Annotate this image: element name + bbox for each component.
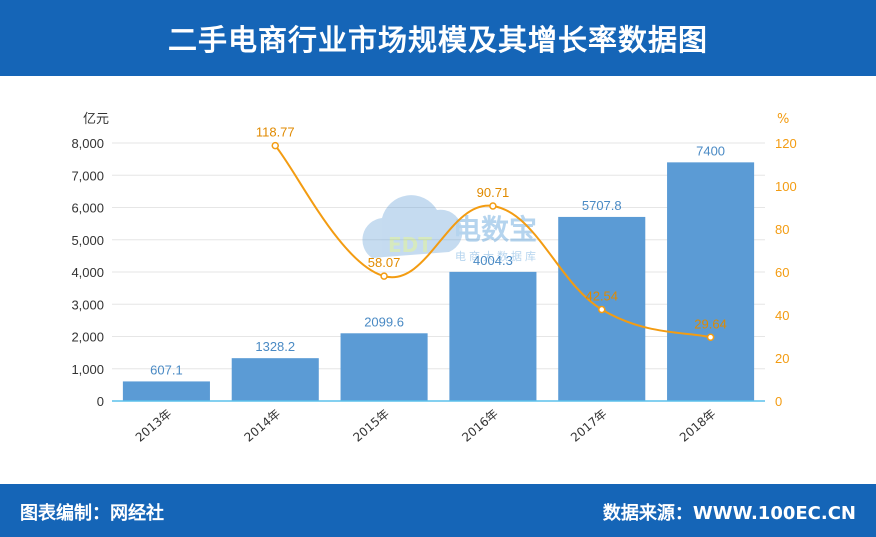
y-left-tick-label: 2,000: [71, 330, 104, 345]
line-value-label: 118.77: [256, 125, 295, 140]
y-left-tick-label: 3,000: [71, 297, 104, 312]
y-left-tick-label: 0: [97, 394, 104, 409]
y-right-tick-label: 120: [775, 136, 797, 151]
x-tick-label: 2017年: [568, 407, 610, 445]
cloud-icon: [362, 195, 463, 258]
watermark-logo-text: EDT: [388, 233, 432, 257]
line-value-label: 42.54: [585, 289, 618, 304]
watermark-sub: 电商大数据库: [455, 249, 539, 263]
chart-area: 0 1,000 2,000 3,000 4,000 5,000 6,000 7,000 8,00…: [0, 76, 876, 484]
x-tick-label: 2013年: [133, 407, 175, 445]
bar: [122, 381, 210, 401]
y-right-tick-label: 0: [775, 394, 782, 409]
footer-bar: 图表编制：网经社 数据来源：WWW.100EC.CN: [0, 484, 876, 537]
data-source: 数据来源：WWW.100EC.CN: [602, 503, 856, 524]
bar: [340, 333, 428, 401]
line-point: [598, 305, 606, 314]
x-tick-label: 2018年: [677, 407, 719, 445]
bar-value-label: 5707.8: [582, 198, 622, 213]
bar: [231, 358, 319, 401]
x-tick-label: 2014年: [242, 407, 284, 445]
y-right-tick-label: 60: [775, 265, 789, 280]
y-right-tick-label: 100: [775, 179, 797, 194]
y-left-tick-label: 4,000: [71, 265, 104, 280]
watermark-brand: 电数宝: [453, 213, 537, 246]
y-right-tick-label: 80: [775, 222, 789, 237]
y-right-tick-label: 40: [775, 308, 789, 323]
y-left-tick-label: 6,000: [71, 201, 104, 216]
bar-value-label: 607.1: [150, 362, 183, 377]
y-left-tick-label: 1,000: [71, 362, 104, 377]
y-left-tick-label: 7,000: [71, 168, 104, 183]
line-value-label: 29.64: [694, 316, 727, 331]
line-point: [380, 272, 388, 280]
combo-chart: 0 1,000 2,000 3,000 4,000 5,000 6,000 7,000 8,00…: [71, 112, 797, 445]
title-bar: 二手电商行业市场规模及其增长率数据图: [0, 0, 876, 76]
y-left-tick-label: 5,000: [71, 233, 104, 248]
y-right-tick-label: 20: [775, 351, 789, 366]
line-value-label: 58.07: [368, 255, 401, 270]
y-left-tick-label: 8,000: [71, 136, 104, 151]
line-value-label: 90.71: [477, 185, 510, 200]
x-tick-label: 2015年: [350, 407, 392, 445]
chart-title: 二手电商行业市场规模及其增长率数据图: [167, 23, 708, 57]
bar-value-label: 7400: [696, 143, 725, 158]
growth-rate-line: [274, 145, 711, 339]
bar-value-label: 2099.6: [364, 314, 404, 329]
y-left-unit: 亿元: [83, 112, 109, 127]
compiler-credit: 图表编制：网经社: [20, 503, 164, 524]
line-point: [489, 202, 497, 210]
bar: [667, 162, 755, 401]
bar: [449, 271, 537, 401]
x-tick-label: 2016年: [459, 407, 501, 445]
line-point: [271, 141, 279, 150]
bar-value-label: 1328.2: [255, 339, 295, 354]
bar-value-label: 4004.3: [473, 253, 513, 268]
y-right-unit: %: [777, 112, 789, 127]
line-point: [706, 333, 715, 342]
